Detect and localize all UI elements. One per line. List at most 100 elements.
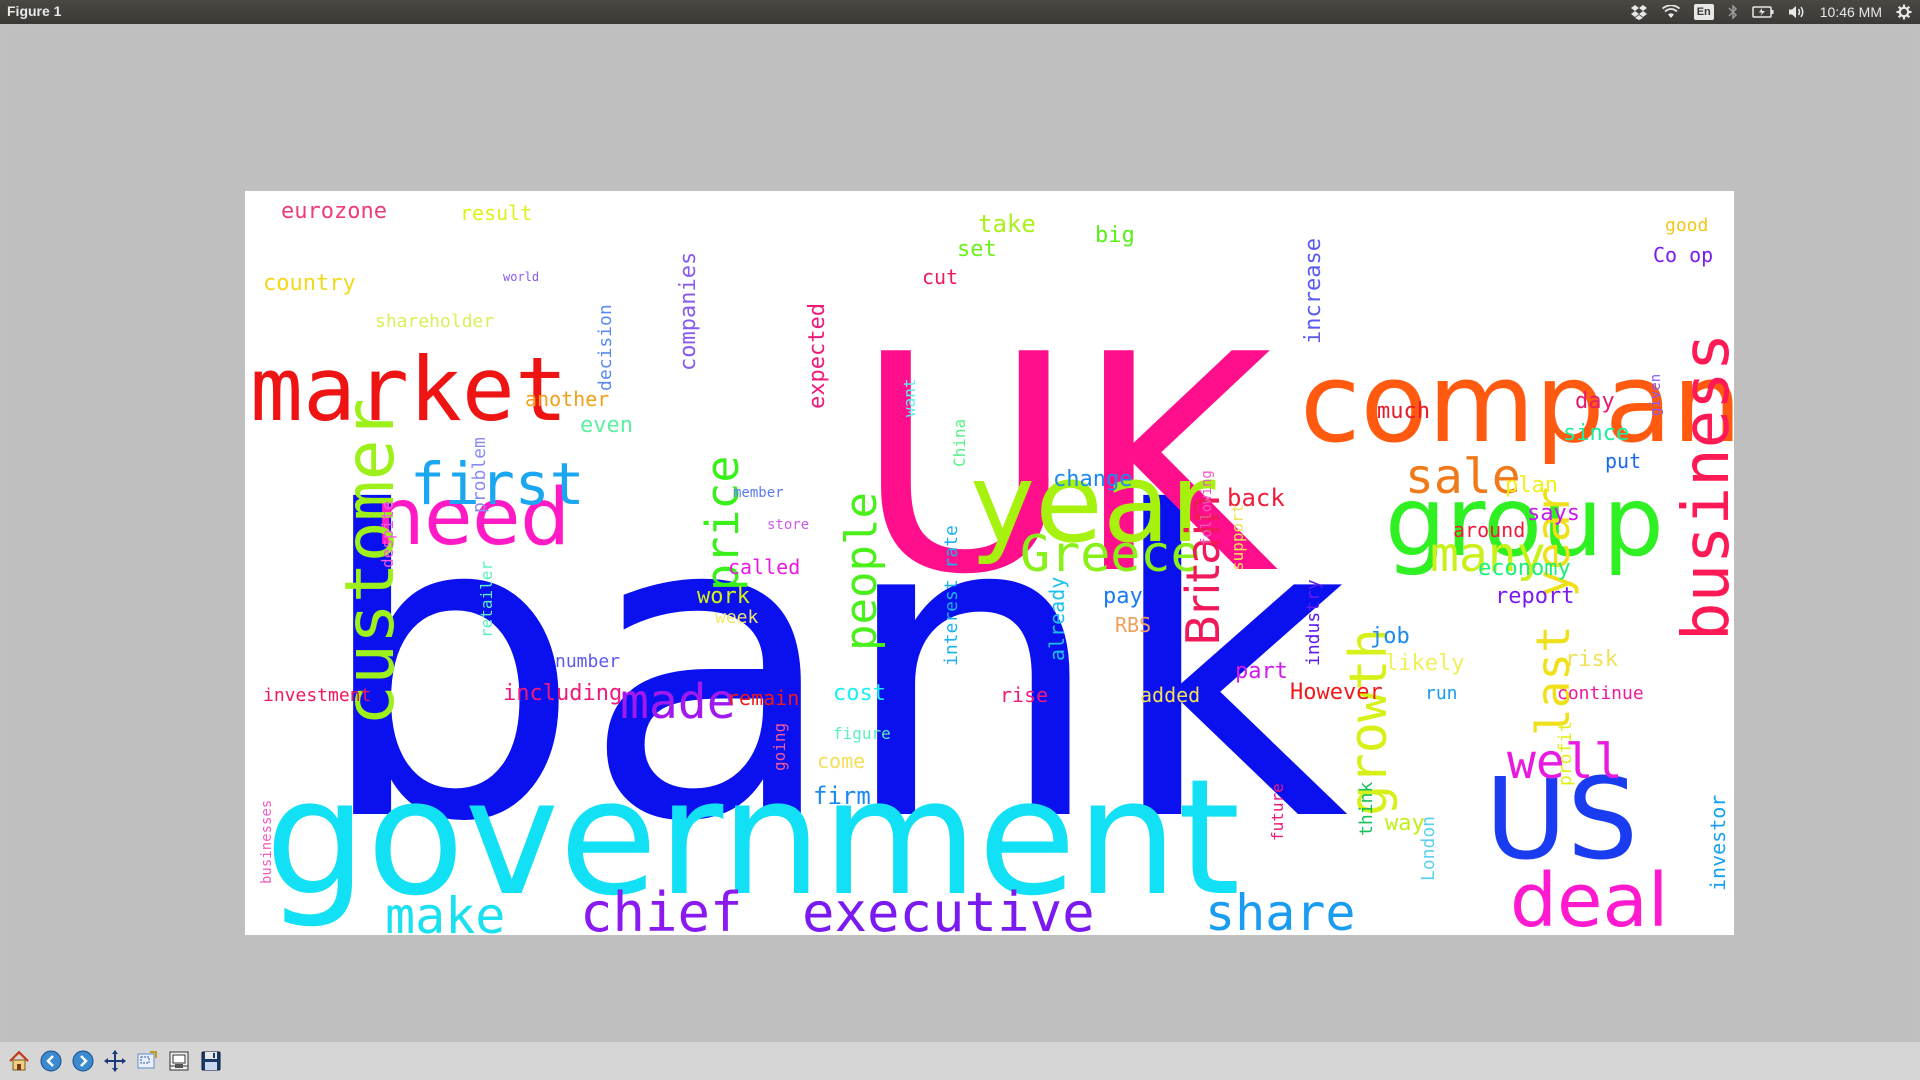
word-bank: bank — [315, 425, 1349, 914]
word-businesses: businesses — [259, 799, 275, 884]
word-going: going — [770, 722, 789, 771]
word-figure: figure — [833, 724, 891, 744]
word-interest-rate: interest rate — [941, 525, 962, 666]
word-make: make — [385, 887, 506, 935]
word-think: think — [1356, 781, 1377, 836]
window-title: Figure 1 — [7, 3, 62, 19]
word-profit: profit — [1555, 720, 1576, 786]
word-another: another — [525, 387, 610, 411]
word-take: take — [978, 209, 1036, 238]
save-button[interactable] — [196, 1047, 225, 1076]
word-well: well — [1507, 733, 1623, 790]
word-week: week — [715, 606, 759, 628]
forward-button[interactable] — [68, 1047, 97, 1076]
word-big: big — [1095, 223, 1135, 249]
word-cloud-image: bankUKcompany government year market group ne… — [245, 191, 1734, 935]
keyboard-layout-label: En — [1693, 4, 1714, 20]
back-button[interactable] — [36, 1047, 65, 1076]
word-rbs: RBS — [1115, 613, 1152, 637]
word-risk: risk — [1565, 647, 1618, 673]
word-investment: investment — [263, 684, 372, 706]
top-panel: Figure 1 En 10:46 MM — [0, 0, 1920, 24]
word-deal: deal — [1510, 857, 1669, 935]
word-since: since — [1563, 421, 1630, 447]
figure-canvas[interactable]: bankUKcompany government year market group ne… — [5, 28, 1915, 1040]
arrow-left-icon — [40, 1050, 61, 1072]
word-following: following — [1199, 470, 1215, 546]
word-market: market — [250, 337, 568, 441]
clock[interactable]: 10:46 MM — [1819, 4, 1882, 20]
word-us: US — [1485, 755, 1639, 886]
word-way: way — [1385, 811, 1425, 837]
word-pay: pay — [1103, 584, 1143, 610]
word-however: However — [1290, 680, 1383, 706]
word-expected: expected — [805, 303, 830, 409]
subplots-icon — [169, 1051, 188, 1071]
word-executive: executive — [802, 880, 1095, 935]
word-cut: cut — [922, 265, 959, 289]
battery-icon[interactable] — [1752, 0, 1774, 24]
word-given: given — [1648, 373, 1664, 416]
word-remain: remain — [727, 686, 800, 710]
word-government: government — [265, 744, 1241, 931]
word-first: first — [410, 449, 585, 518]
word-want: want — [900, 378, 919, 417]
word-continue: continue — [1557, 682, 1644, 704]
word-china: China — [950, 418, 969, 467]
word-retailer: retailer — [477, 560, 496, 638]
word-increase: increase — [1301, 238, 1326, 344]
word-shareholder: shareholder — [375, 310, 495, 332]
word-people: people — [836, 492, 887, 651]
word-support: support — [1228, 503, 1247, 571]
word-many: many — [1430, 526, 1546, 583]
zoom-button[interactable] — [132, 1047, 161, 1076]
word-country: country — [263, 271, 356, 297]
word-firm: firm — [813, 781, 871, 810]
zoom-rect-icon — [137, 1051, 157, 1069]
word-work: work — [697, 584, 750, 610]
word-investor: investor — [1706, 794, 1730, 891]
home-button[interactable] — [4, 1047, 33, 1076]
word-back: back — [1227, 483, 1285, 512]
word-day: day — [1575, 389, 1615, 415]
word-business: business — [1670, 332, 1734, 641]
subplots-button[interactable] — [164, 1047, 193, 1076]
wifi-icon[interactable] — [1661, 0, 1680, 24]
word-uk: UK — [855, 291, 1272, 640]
word-much: much — [1377, 399, 1430, 425]
word-group: group — [1385, 466, 1664, 579]
word-even: even — [580, 413, 633, 439]
word-eurozone: eurozone — [281, 199, 387, 225]
volume-icon[interactable] — [1788, 0, 1806, 24]
word-sale: sale — [1405, 448, 1521, 505]
word-co-op: Co op — [1653, 243, 1714, 267]
word-problem: problem — [469, 437, 490, 513]
word-store: store — [767, 516, 810, 533]
word-result: result — [460, 201, 533, 225]
word-part: part — [1235, 659, 1288, 685]
word-economy: economy — [1478, 556, 1571, 582]
word-decision: decision — [595, 304, 616, 391]
word-including: including — [503, 681, 623, 707]
word-around: around — [1453, 518, 1526, 542]
word-run: run — [1425, 682, 1458, 704]
dropbox-icon[interactable] — [1630, 0, 1648, 24]
word-year: year — [970, 439, 1216, 567]
word-share: share — [1205, 884, 1356, 935]
word-good: good — [1665, 214, 1709, 236]
word-put: put — [1605, 449, 1642, 473]
gear-icon[interactable] — [1896, 0, 1912, 24]
bluetooth-icon[interactable] — [1728, 0, 1738, 24]
word-future: future — [1268, 783, 1287, 841]
save-icon — [201, 1051, 220, 1071]
word-world: world — [503, 270, 540, 285]
word-companies: companies — [676, 251, 701, 371]
word-likely: likely — [1385, 651, 1465, 677]
pan-button[interactable] — [100, 1047, 129, 1076]
word-report: report — [1495, 584, 1575, 610]
word-number: number — [555, 650, 621, 672]
keyboard-layout-indicator[interactable]: En — [1693, 0, 1714, 24]
navigation-toolbar — [0, 1042, 1920, 1080]
word-set: set — [957, 237, 997, 263]
word-need: need — [375, 472, 570, 563]
